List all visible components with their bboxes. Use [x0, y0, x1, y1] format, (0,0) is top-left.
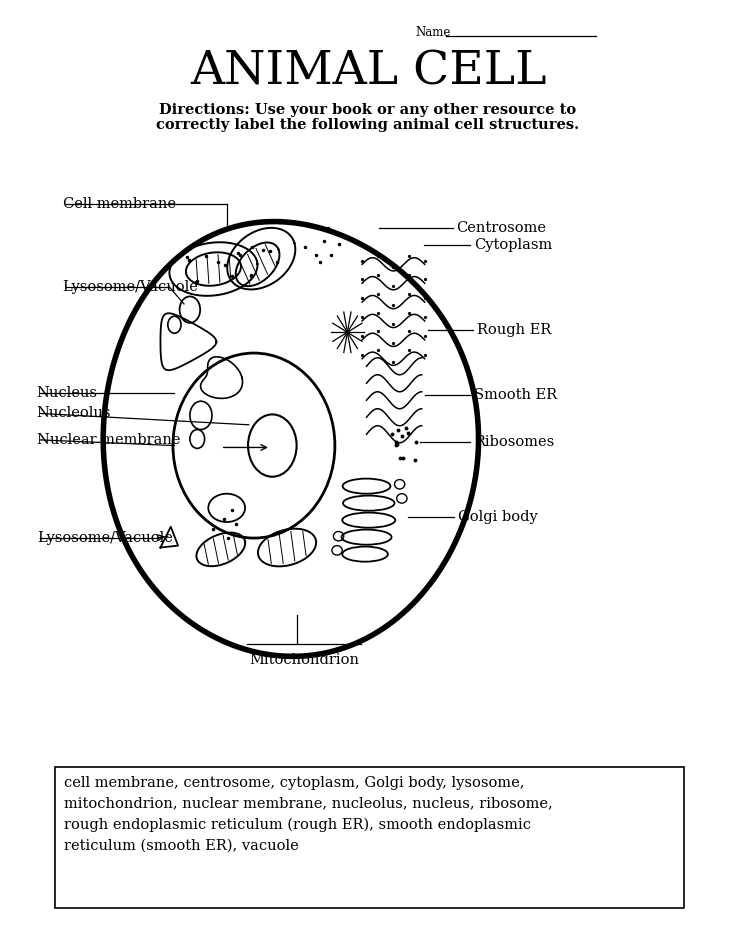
Text: Golgi body: Golgi body — [458, 511, 537, 524]
Text: Cytoplasm: Cytoplasm — [474, 239, 552, 252]
Text: Mitochondrion: Mitochondrion — [249, 653, 359, 667]
Text: Directions: Use your book or any other resource to: Directions: Use your book or any other r… — [160, 103, 576, 116]
Text: Cell membrane: Cell membrane — [63, 197, 176, 211]
Text: Lysosome/Vacuole: Lysosome/Vacuole — [63, 280, 199, 294]
Text: Lysosome/Vacuole: Lysosome/Vacuole — [37, 531, 173, 545]
Text: Ribosomes: Ribosomes — [474, 435, 554, 448]
Text: correctly label the following animal cell structures.: correctly label the following animal cel… — [157, 118, 579, 131]
Text: Centrosome: Centrosome — [456, 222, 546, 235]
Text: Rough ER: Rough ER — [477, 324, 551, 337]
Text: Nucleolus: Nucleolus — [37, 407, 111, 420]
Bar — [55, 767, 684, 908]
Text: Smooth ER: Smooth ER — [474, 388, 557, 401]
Text: cell membrane, centrosome, cytoplasm, Golgi body, lysosome,
mitochondrion, nucle: cell membrane, centrosome, cytoplasm, Go… — [64, 776, 553, 852]
Text: ANIMAL CELL: ANIMAL CELL — [190, 49, 546, 94]
Text: Nucleus: Nucleus — [37, 386, 98, 399]
Text: Name: Name — [416, 25, 451, 39]
Text: Nuclear membrane: Nuclear membrane — [37, 433, 180, 447]
